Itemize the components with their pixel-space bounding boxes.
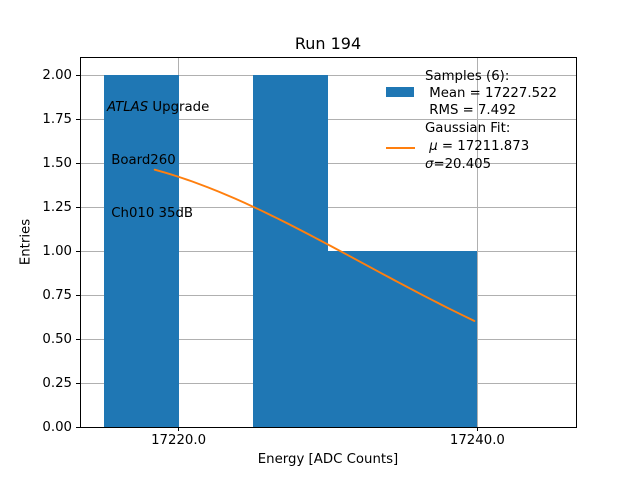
annotation-text: ATLAS Upgrade Board260 Ch010 35dB <box>107 64 209 258</box>
legend-mu-value: μ = 17211.873 <box>425 138 529 155</box>
legend-samples-header: Samples (6): <box>425 69 510 84</box>
sigma-rest: =20.405 <box>433 157 492 172</box>
chart-title: Run 194 <box>294 34 362 53</box>
annotation-line-atlas-upgrade: ATLAS Upgrade <box>107 99 209 117</box>
grid-line-horizontal <box>80 162 576 164</box>
grid-line-horizontal <box>80 118 576 120</box>
legend-rms-value: RMS = 7.492 <box>425 103 517 118</box>
grid-line-vertical <box>476 57 478 428</box>
mu-symbol: μ <box>425 139 438 154</box>
annotation-line-channel: Ch010 35dB <box>107 205 194 221</box>
annotation-upgrade: Upgrade <box>148 100 210 116</box>
x-axis-label: Energy [ADC Counts] <box>257 452 399 467</box>
x-tick-label: 17240.0 <box>449 432 505 448</box>
y-tick-mark <box>76 294 80 296</box>
y-tick-mark <box>76 206 80 208</box>
y-tick-mark <box>76 162 80 164</box>
y-tick-label: 1.75 <box>42 111 72 127</box>
y-tick-mark <box>76 338 80 340</box>
plot-border <box>79 57 577 428</box>
y-tick-label: 1.00 <box>42 243 72 259</box>
legend-fit-line-swatch <box>386 147 415 149</box>
sigma-symbol: σ <box>425 157 434 172</box>
y-tick-label: 0.75 <box>42 287 72 303</box>
y-tick-label: 2.00 <box>42 67 72 83</box>
y-tick-label: 0.25 <box>42 375 72 391</box>
legend-mean-value: Mean = 17227.522 <box>425 86 557 101</box>
y-tick-mark <box>76 118 80 120</box>
x-tick-mark <box>178 427 180 432</box>
y-axis-label: Entries <box>18 218 34 266</box>
y-tick-mark <box>76 250 80 252</box>
legend-histogram-swatch <box>386 87 414 97</box>
annotation-atlas: ATLAS <box>107 100 149 116</box>
grid-line-horizontal <box>80 74 576 76</box>
y-tick-label: 1.25 <box>42 199 72 215</box>
annotation-line-board: Board260 <box>107 152 176 168</box>
mu-rest: = 17211.873 <box>437 139 530 154</box>
y-tick-mark <box>76 426 80 428</box>
x-tick-mark <box>476 427 478 432</box>
y-tick-label: 0.00 <box>42 419 72 435</box>
y-tick-label: 1.50 <box>42 155 72 171</box>
y-tick-label: 0.50 <box>42 331 72 347</box>
y-tick-mark <box>76 74 80 76</box>
y-tick-mark <box>76 382 80 384</box>
legend-fit-header: Gaussian Fit: <box>425 121 511 136</box>
x-tick-label: 17220.0 <box>151 432 207 448</box>
legend-sigma-value: σ=20.405 <box>425 156 491 173</box>
